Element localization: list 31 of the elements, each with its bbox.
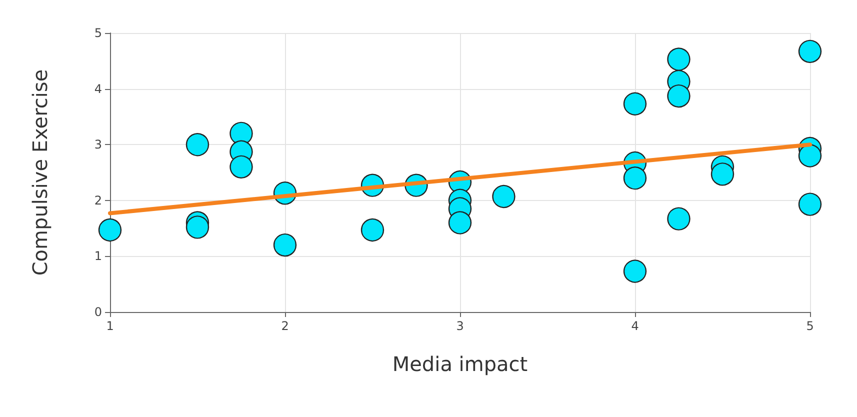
point: [98, 218, 122, 242]
x-tick-label: 1: [106, 319, 114, 333]
y-tick-label: 5: [94, 26, 102, 40]
y-tick-label: 1: [94, 249, 102, 264]
x-tick-label: 5: [806, 319, 814, 333]
x-tick-label: 2: [281, 319, 289, 333]
x-tick-label: 4: [631, 319, 639, 333]
point: [230, 155, 253, 179]
x-tick-label: 3: [456, 319, 464, 333]
point: [273, 233, 297, 257]
point: [623, 166, 647, 190]
point: [798, 40, 822, 64]
y-tick-label: 3: [94, 138, 102, 152]
point: [710, 162, 734, 186]
y-axis-title: Compulsive Exercise: [28, 69, 52, 276]
point: [667, 48, 690, 71]
point: [798, 144, 822, 168]
point: [492, 184, 516, 208]
point: [798, 192, 822, 216]
y-tick-label: 4: [94, 82, 102, 96]
point: [360, 218, 384, 242]
point: [667, 84, 690, 108]
point: [623, 260, 647, 283]
point: [448, 211, 472, 234]
point: [186, 133, 210, 156]
point: [667, 207, 690, 230]
point: [186, 216, 210, 239]
y-tick-label: 0: [94, 305, 102, 319]
point: [623, 92, 647, 116]
y-tick-label: 2: [94, 193, 102, 208]
x-axis-title: Media impact: [392, 352, 528, 376]
